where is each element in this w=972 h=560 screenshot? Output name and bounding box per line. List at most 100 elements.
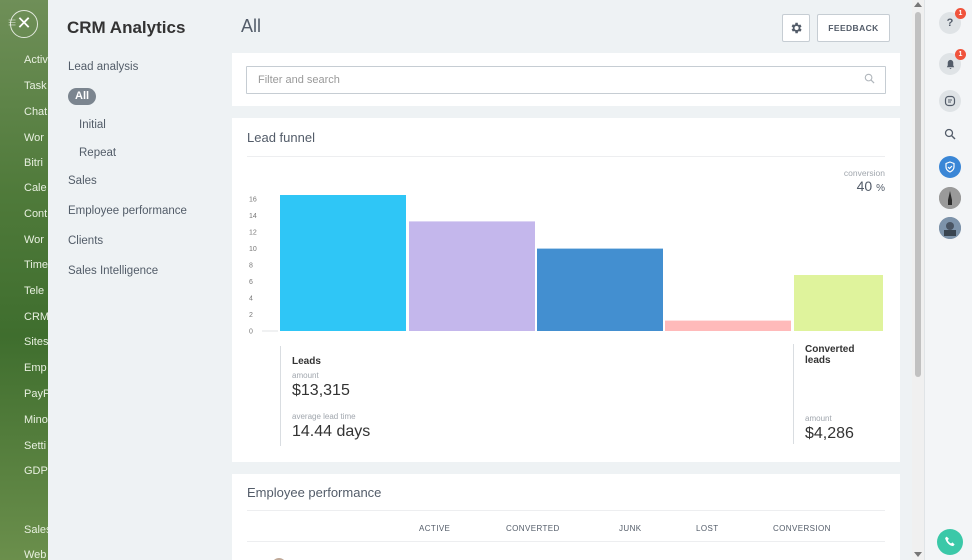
background-menu-item: Mino — [24, 414, 48, 426]
filter-search-input[interactable]: Filter and search — [246, 66, 886, 94]
divider — [247, 541, 885, 542]
funnel-bar[interactable] — [794, 275, 883, 331]
avatar — [272, 558, 286, 560]
background-menu-item: PayP — [24, 388, 48, 400]
column-header-converted[interactable]: CONVERTED — [506, 524, 560, 533]
employee-performance-card: Employee performance ACTIVE CONVERTED JU… — [232, 474, 900, 560]
feedback-button[interactable]: FEEDBACK — [817, 14, 890, 42]
chat-icon — [944, 95, 956, 107]
scroll-up-arrow-icon[interactable] — [914, 2, 922, 7]
leads-amount-value: $13,315 — [292, 382, 350, 399]
user-avatar-1[interactable] — [939, 187, 961, 209]
column-header-conversion[interactable]: CONVERSION — [773, 524, 831, 533]
leads-title: Leads — [292, 356, 321, 367]
funnel-bar[interactable] — [537, 248, 663, 331]
background-menu-item: Sites — [24, 336, 48, 348]
lead-funnel-title: Lead funnel — [247, 130, 315, 145]
converted-stats: Converted leads amount $4,286 — [793, 344, 883, 444]
column-header-active[interactable]: ACTIVE — [419, 524, 451, 533]
background-menu-item: Task — [24, 80, 47, 92]
conversion-unit: % — [876, 183, 885, 194]
avg-lead-time-value: 14.44 days — [292, 423, 371, 440]
y-tick-label: 0 — [249, 329, 253, 335]
y-tick-label: 4 — [249, 296, 253, 303]
y-tick-label: 16 — [249, 197, 257, 204]
background-menu-item: Chat — [24, 106, 48, 118]
leads-stats: Leads amount $13,315 average lead time 1… — [280, 346, 580, 446]
help-badge: 1 — [955, 8, 966, 19]
help-button[interactable]: ? 1 — [939, 8, 966, 34]
background-menu-item: Cale — [24, 182, 47, 194]
search-button[interactable] — [939, 123, 961, 145]
shield-icon — [945, 161, 955, 173]
funnel-bar[interactable] — [280, 195, 406, 331]
lead-funnel-card: Lead funnel conversion 40 % 0 2 4 6 8 10 12 14 1… — [232, 118, 900, 462]
conversion-number: 40 — [856, 178, 873, 194]
phone-icon — [944, 536, 955, 547]
avatar-icon — [939, 187, 961, 209]
page-title: All — [241, 16, 262, 36]
settings-button[interactable] — [782, 14, 810, 42]
background-menu-item: Activ — [24, 54, 48, 66]
nav-item-lead-analysis[interactable]: Lead analysis — [68, 61, 139, 73]
nav-title: CRM Analytics — [67, 18, 186, 37]
close-icon: ✕ — [16, 13, 32, 33]
background-menu-item: Web — [24, 549, 47, 560]
divider — [247, 510, 885, 511]
filter-card: Filter and search — [232, 53, 900, 106]
employee-performance-title: Employee performance — [247, 485, 382, 500]
background-menu-item: Cont — [24, 208, 48, 220]
converted-amount-value: $4,286 — [805, 425, 854, 442]
background-menu-item: Wor — [24, 132, 44, 144]
funnel-bar[interactable] — [665, 320, 791, 331]
lead-funnel-chart: 0 2 4 6 8 10 12 14 16 — [249, 195, 883, 335]
bell-icon — [946, 59, 954, 69]
background-menu-item: Sales — [24, 524, 48, 536]
avatar-icon — [939, 217, 961, 239]
column-header-lost[interactable]: LOST — [696, 524, 719, 533]
converted-amount-label: amount — [805, 414, 832, 423]
conversion-value: 40 % — [857, 178, 885, 194]
background-menu-item: Tele — [24, 285, 45, 297]
user-avatar-2[interactable] — [939, 217, 961, 239]
y-tick-label: 8 — [249, 263, 253, 270]
gear-icon — [791, 22, 802, 34]
divider — [247, 156, 885, 157]
nav-item-sales-intelligence[interactable]: Sales Intelligence — [68, 265, 159, 277]
call-button[interactable] — [937, 529, 963, 555]
close-panel-button[interactable]: ✕ — [10, 10, 38, 38]
background-menu-item: CRM — [24, 311, 48, 323]
crm-analytics-panel: CRM Analytics Lead analysis All Initial … — [48, 0, 924, 560]
y-tick-label: 12 — [249, 230, 257, 237]
funnel-bar[interactable] — [409, 221, 535, 331]
nav-item-initial[interactable]: Initial — [79, 119, 106, 131]
nav-item-clients[interactable]: Clients — [68, 235, 104, 247]
leads-amount-label: amount — [292, 371, 319, 380]
security-button[interactable] — [939, 156, 961, 178]
background-menu-item: Bitri — [24, 157, 43, 169]
search-icon — [944, 128, 956, 140]
scrollbar-thumb[interactable] — [915, 12, 921, 377]
filter-placeholder: Filter and search — [258, 74, 340, 86]
chat-button[interactable] — [939, 90, 961, 112]
y-tick-label: 2 — [249, 312, 253, 319]
nav-item-repeat[interactable]: Repeat — [79, 147, 117, 159]
background-menu-item: GDP — [24, 465, 48, 477]
help-icon: ? — [946, 17, 954, 29]
nav-item-employee-performance[interactable]: Employee performance — [68, 205, 187, 217]
conversion-label: conversion — [843, 168, 885, 178]
scroll-down-arrow-icon[interactable] — [914, 552, 922, 557]
nav-item-sales[interactable]: Sales — [68, 175, 97, 187]
background-menu-item: Wor — [24, 234, 44, 246]
background-menu-item: Time — [24, 259, 48, 271]
converted-leads-title: Converted leads — [805, 344, 855, 366]
column-header-junk[interactable]: JUNK — [619, 524, 642, 533]
search-icon[interactable] — [864, 73, 875, 84]
notifications-button[interactable]: 1 — [939, 49, 966, 75]
y-tick-label: 10 — [249, 246, 257, 253]
y-tick-label: 6 — [249, 279, 253, 286]
background-menu-item: Setti — [24, 440, 47, 452]
scrollbar[interactable] — [912, 0, 924, 560]
nav-item-all[interactable]: All — [68, 88, 97, 105]
notifications-badge: 1 — [955, 49, 966, 60]
